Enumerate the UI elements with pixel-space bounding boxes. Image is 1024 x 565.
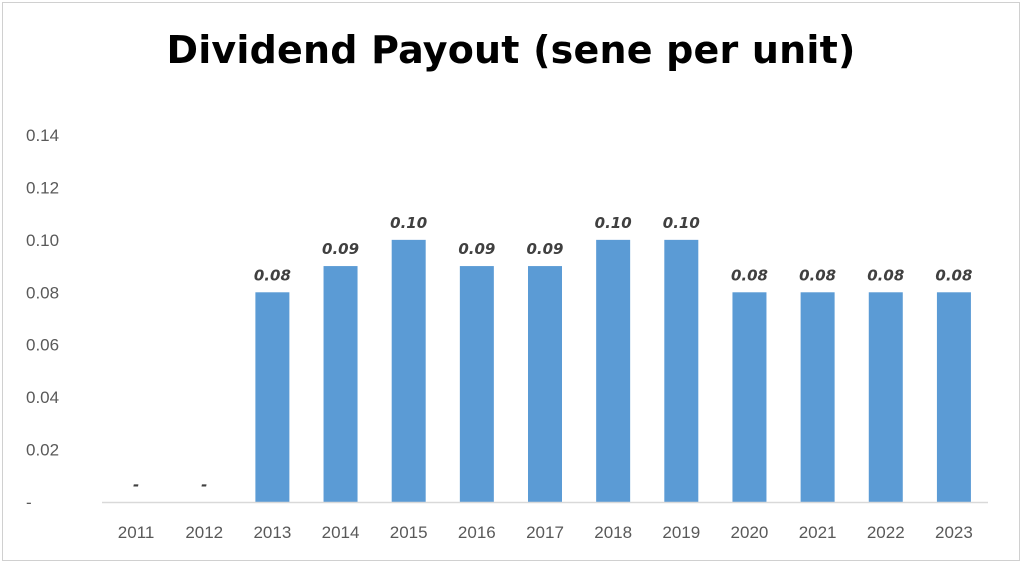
y-tick-label: 0.06	[26, 336, 59, 355]
x-tick-label: 2012	[185, 523, 223, 542]
bar-2018	[596, 239, 631, 502]
x-tick-label: 2020	[731, 523, 769, 542]
x-tick-label: 2023	[935, 523, 973, 542]
y-tick-label: -	[26, 493, 32, 512]
y-tick-label: 0.02	[26, 441, 59, 460]
bar-2020	[732, 292, 767, 502]
y-tick-label: 0.14	[26, 126, 59, 145]
data-label-2011: -	[133, 476, 139, 494]
data-label-2019: 0.10	[663, 214, 700, 232]
x-tick-label: 2017	[526, 523, 564, 542]
x-tick-label: 2014	[322, 523, 360, 542]
x-tick-label: 2016	[458, 523, 496, 542]
bar-2016	[459, 266, 494, 502]
data-label-2018: 0.10	[595, 214, 632, 232]
chart-title: Dividend Payout (sene per unit)	[166, 28, 856, 72]
bar-2022	[868, 292, 903, 502]
bar-2023	[936, 292, 971, 502]
x-tick-label: 2015	[390, 523, 428, 542]
data-label-2021: 0.08	[799, 266, 836, 284]
data-label-2015: 0.10	[390, 214, 427, 232]
data-label-2017: 0.09	[526, 240, 563, 258]
bar-2021	[800, 292, 835, 502]
x-tick-label: 2011	[118, 523, 155, 542]
bar-2019	[664, 239, 699, 502]
data-label-2013: 0.08	[254, 266, 291, 284]
data-label-2020: 0.08	[731, 266, 768, 284]
x-tick-label: 2021	[799, 523, 837, 542]
x-tick-label: 2013	[253, 523, 291, 542]
data-label-2023: 0.08	[935, 266, 972, 284]
y-tick-label: 0.12	[26, 178, 59, 197]
x-tick-label: 2019	[662, 523, 700, 542]
x-tick-label: 2022	[867, 523, 905, 542]
bar-2014	[323, 266, 358, 502]
data-label-2012: -	[201, 476, 207, 494]
y-tick-label: 0.10	[26, 231, 59, 250]
y-tick-label: 0.08	[26, 283, 59, 302]
data-label-2022: 0.08	[867, 266, 904, 284]
bar-2013	[255, 292, 290, 502]
data-label-2016: 0.09	[458, 240, 495, 258]
data-label-2014: 0.09	[322, 240, 359, 258]
x-tick-label: 2018	[594, 523, 632, 542]
y-tick-label: 0.04	[26, 388, 59, 407]
bar-2015	[391, 239, 426, 502]
bar-2017	[528, 266, 562, 502]
